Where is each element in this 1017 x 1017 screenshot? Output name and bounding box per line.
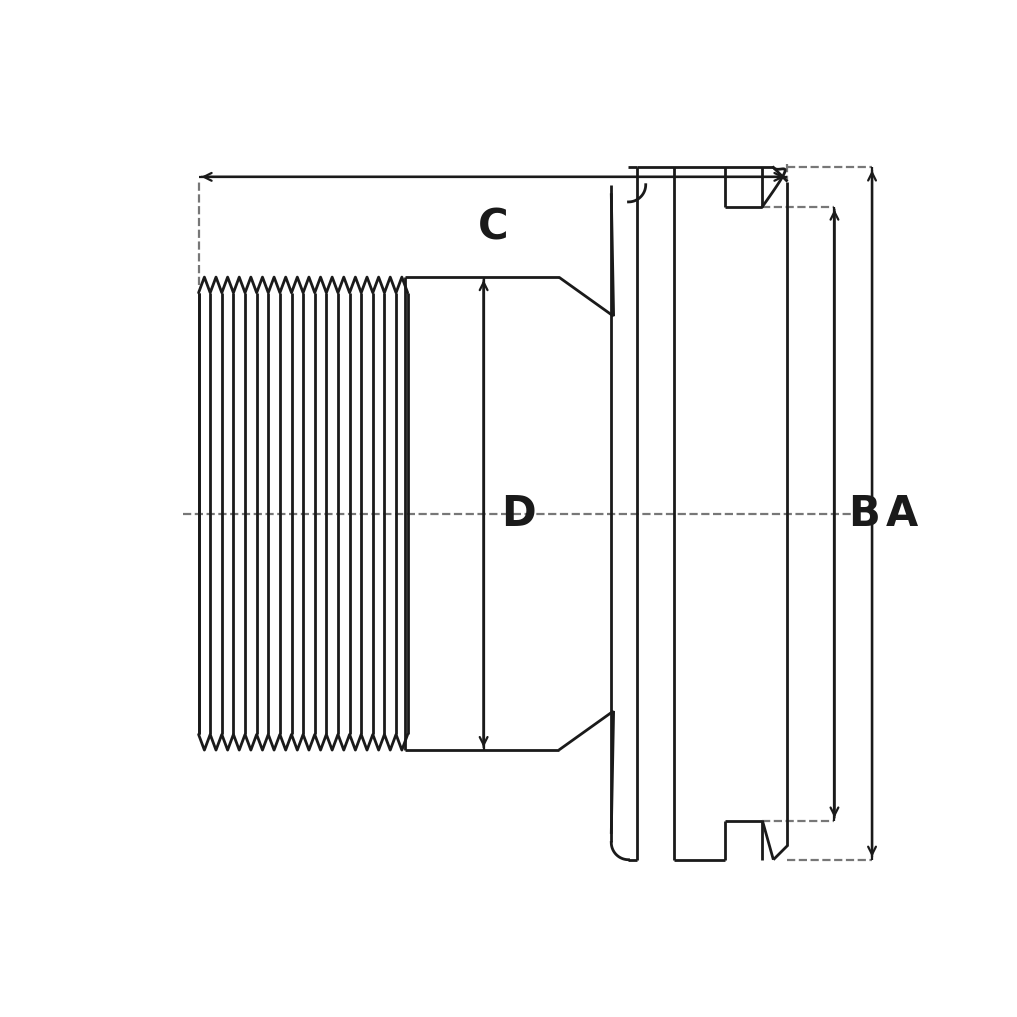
Text: B: B: [848, 492, 881, 535]
Text: D: D: [500, 492, 536, 535]
Text: A: A: [886, 492, 918, 535]
Text: C: C: [478, 206, 508, 248]
